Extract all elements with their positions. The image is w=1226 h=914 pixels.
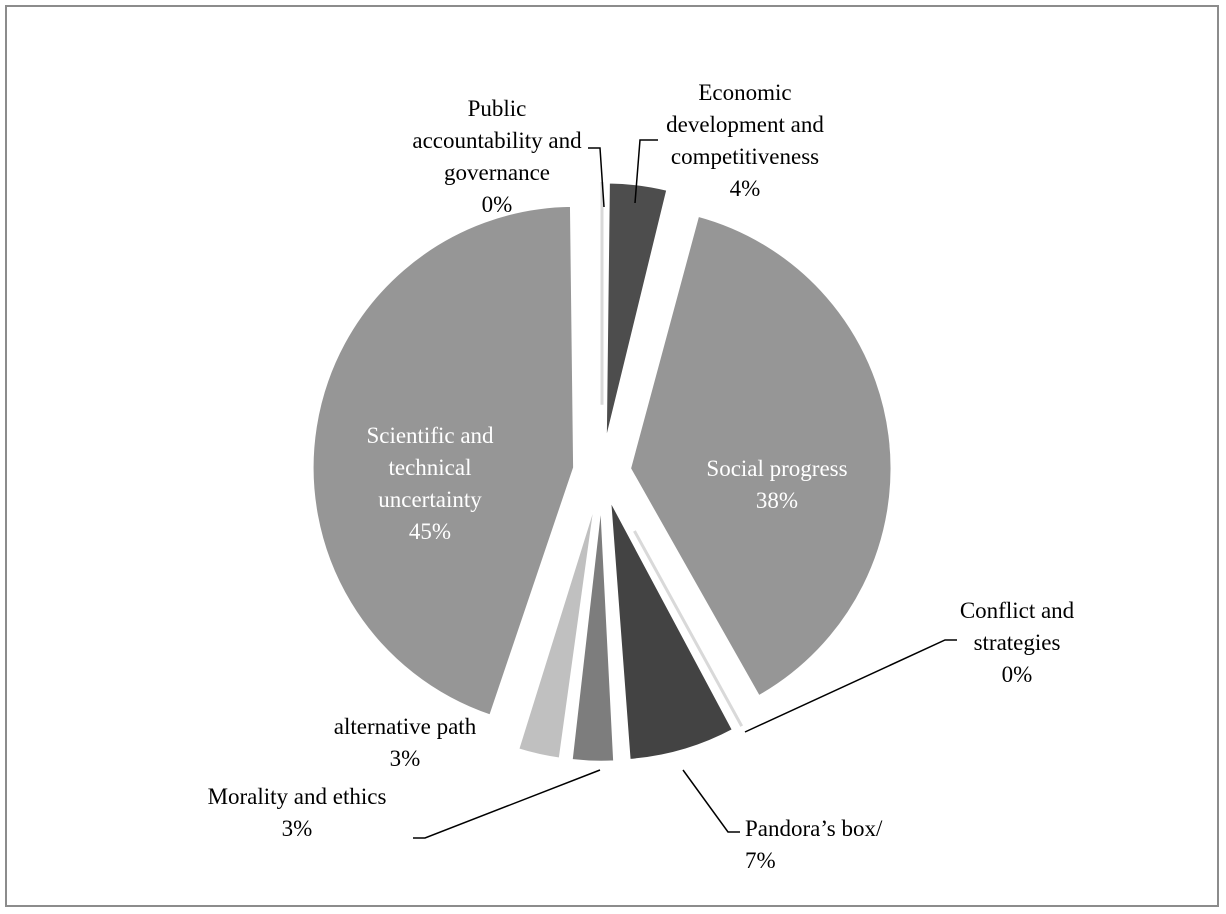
pie-slice-scientific-and-technical-uncertainty [311, 204, 576, 718]
leader-line-morality-and-ethics [413, 769, 601, 839]
data-label-line: Scientific and [366, 423, 494, 448]
pie-slice-morality-and-ethics [570, 499, 616, 764]
pie-slice-pandora-s-box [608, 498, 735, 762]
data-label-line: Social progress [706, 456, 847, 481]
data-label-public-accountability-and-governance: Public accountability and governance 0% [412, 96, 582, 217]
pie-slice-economic-development-and-competitiveness [604, 180, 670, 445]
leader-line-conflict-and-strategies [744, 639, 957, 733]
data-label-line: Economic [698, 80, 791, 105]
data-label-line: 3% [390, 746, 421, 771]
pie-slice-conflict-and-strategies [633, 530, 744, 727]
leader-line-public-accountability-and-governance [588, 147, 605, 208]
data-label-economic-development-and-competitiveness: Economic development and competitiveness 4% [666, 80, 824, 201]
leader-line-pandora-s-box [682, 769, 740, 833]
data-label-line: 3% [282, 816, 313, 841]
data-label-morality-and-ethics: Morality and ethics 3% [208, 784, 387, 841]
data-label-line: 0% [1002, 662, 1033, 687]
data-label-conflict-and-strategies: Conflict and strategies 0% [960, 598, 1075, 687]
pie-slice-alternative-path [516, 498, 598, 761]
pie-slice-social-progress [628, 213, 893, 699]
data-label-line: 4% [730, 176, 761, 201]
data-label-line: 38% [756, 488, 798, 513]
data-label-scientific-and-technical-uncertainty: Scientific and technical uncertainty 45% [366, 423, 494, 544]
data-label-line: Morality and ethics [208, 784, 387, 809]
data-label-line: governance [444, 160, 550, 185]
data-label-line: Pandora’s box/ [745, 816, 883, 841]
data-label-line: uncertainty [378, 487, 482, 512]
data-label-line: development and [666, 112, 824, 137]
data-label-line: Public [468, 96, 527, 121]
data-label-line: 0% [482, 192, 513, 217]
data-label-line: 45% [409, 519, 451, 544]
data-label-pandora-s-box: Pandora’s box/7% [745, 816, 883, 873]
data-label-alternative-path: alternative path 3% [334, 714, 477, 771]
data-label-line: accountability and [412, 128, 582, 153]
data-label-social-progress: Social progress 38% [706, 456, 847, 513]
data-label-line: competitiveness [671, 144, 819, 169]
data-label-line: technical [388, 455, 471, 480]
leader-line-economic-development-and-competitiveness [634, 139, 658, 204]
data-label-line: strategies [974, 630, 1061, 655]
data-label-line: alternative path [334, 714, 477, 739]
data-label-line: 7% [745, 848, 776, 873]
data-label-line: Conflict and [960, 598, 1075, 623]
